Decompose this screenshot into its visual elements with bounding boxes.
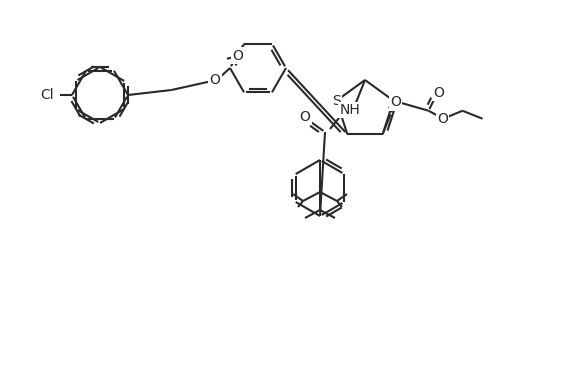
Text: O: O [209, 73, 221, 87]
Text: Cl: Cl [41, 88, 54, 102]
Text: NH: NH [339, 103, 360, 117]
Text: O: O [300, 110, 310, 124]
Text: O: O [390, 95, 401, 109]
Text: O: O [233, 49, 243, 63]
Text: O: O [433, 86, 444, 100]
Text: S: S [332, 94, 341, 108]
Text: O: O [437, 112, 448, 126]
